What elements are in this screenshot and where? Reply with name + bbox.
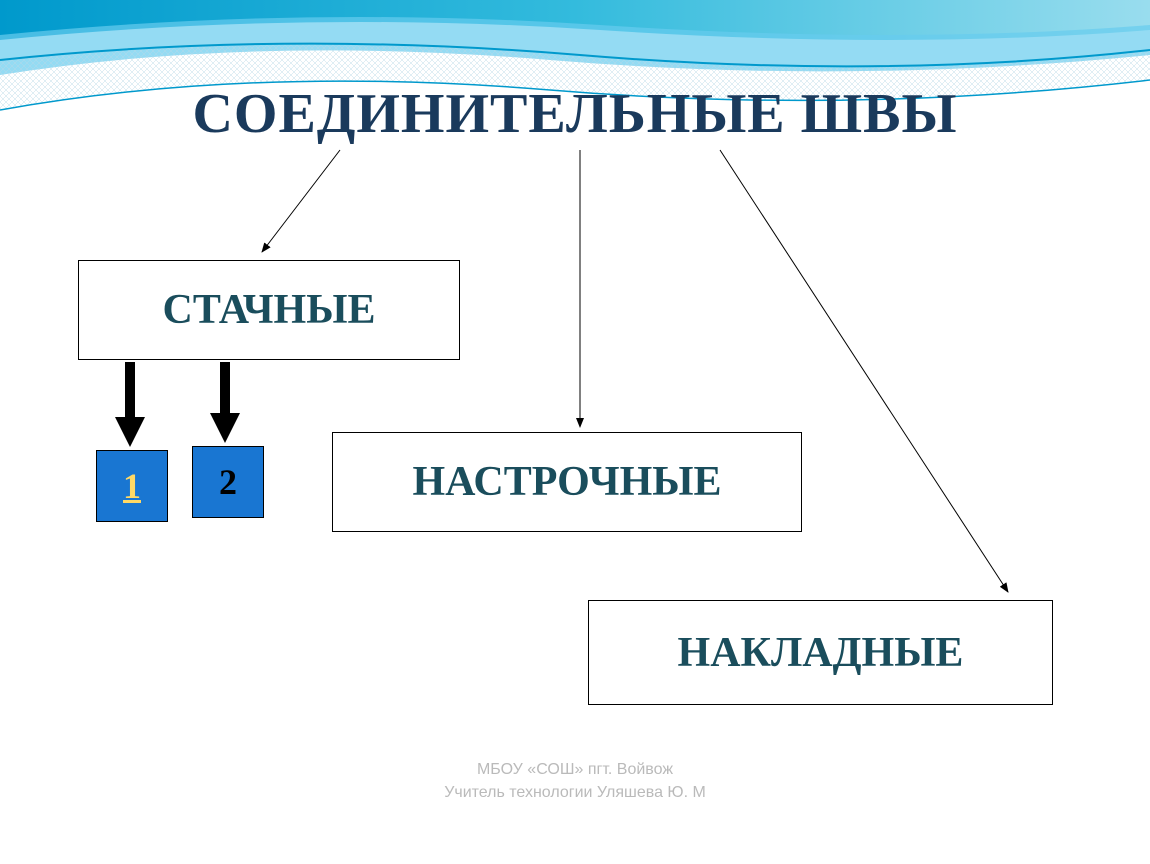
box-nakladnye: НАКЛАДНЫЕ (588, 600, 1053, 705)
square-1[interactable]: 1 (96, 450, 168, 522)
arrow-box1-to-sq1 (113, 362, 147, 450)
box-stachnye: СТАЧНЫЕ (78, 260, 460, 360)
slide-title: СОЕДИНИТЕЛЬНЫЕ ШВЫ (192, 82, 957, 146)
footer-line-2: Учитель технологии Уляшева Ю. М (444, 782, 706, 804)
footer-line-1: МБОУ «СОШ» пгт. Войвож (444, 759, 706, 781)
box-nastrochnye: НАСТРОЧНЫЕ (332, 432, 802, 532)
footer-credit: МБОУ «СОШ» пгт. Войвож Учитель технологи… (444, 759, 706, 804)
square-2[interactable]: 2 (192, 446, 264, 518)
arrow-box1-to-sq2 (208, 362, 242, 446)
